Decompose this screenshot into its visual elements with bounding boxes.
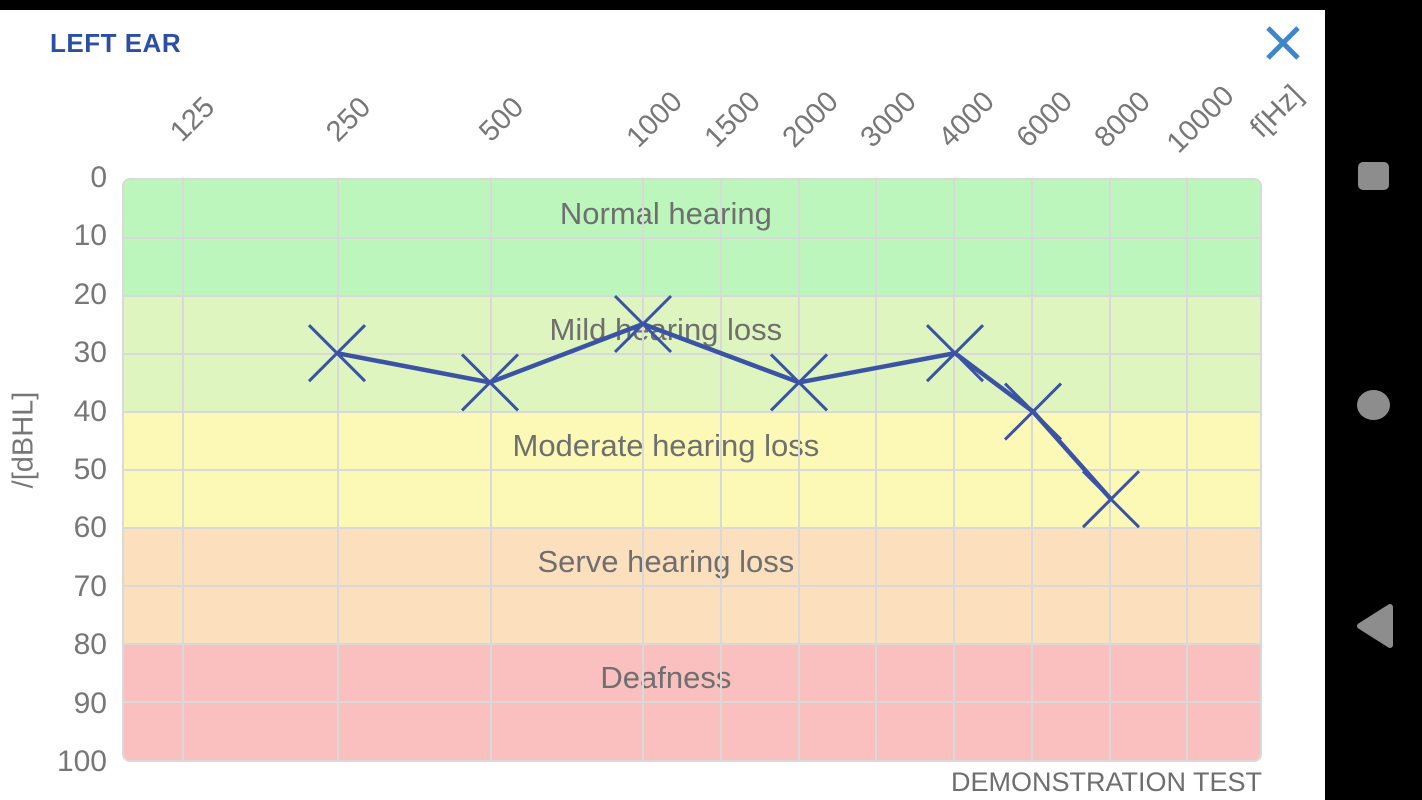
android-navigation-bar [1325, 0, 1422, 800]
zone-label: Serve hearing loss [537, 544, 795, 579]
y-tick-label: 90 [73, 686, 107, 720]
gridline-horizontal [124, 585, 1260, 587]
y-tick-label: 20 [73, 277, 107, 311]
gridline-horizontal [124, 469, 1260, 471]
y-tick-label: 30 [73, 336, 107, 370]
audiogram-plot: Normal hearing Mild hearing loss Moderate … [122, 178, 1262, 762]
x-tick-label: 10000 [1160, 79, 1241, 160]
x-tick-label: 6000 [1010, 85, 1079, 154]
close-icon[interactable] [1264, 24, 1302, 62]
gridline-horizontal [124, 527, 1260, 529]
gridline-horizontal [124, 643, 1260, 645]
x-tick-label: 8000 [1088, 85, 1157, 154]
gridline-horizontal [124, 411, 1260, 413]
recents-button[interactable] [1325, 148, 1422, 204]
back-button[interactable] [1325, 598, 1422, 654]
x-tick-label: 3000 [854, 85, 923, 154]
y-tick-label: 0 [90, 161, 107, 194]
x-tick-label: 1500 [698, 85, 767, 154]
y-tick-label: 100 [56, 745, 107, 778]
recents-square-icon [1358, 162, 1389, 190]
x-tick-label: 250 [320, 91, 378, 149]
gridline-horizontal [124, 701, 1260, 703]
back-triangle-icon [1356, 604, 1393, 648]
gridline-horizontal [124, 295, 1260, 297]
x-tick-label: 2000 [776, 85, 845, 154]
zone-label: Deafness [600, 660, 732, 695]
x-tick-label: 500 [473, 91, 531, 149]
page-title: LEFT EAR [50, 28, 182, 58]
x-tick-label: 125 [164, 91, 222, 149]
gridline-horizontal [124, 353, 1260, 355]
gridline-horizontal [124, 237, 1260, 239]
y-tick-label: 60 [73, 511, 107, 545]
x-axis-unit-label: f[Hz] [1244, 79, 1310, 145]
y-tick-label: 10 [73, 219, 107, 253]
y-tick-label: 70 [73, 569, 107, 603]
x-tick-label: 1000 [620, 85, 689, 154]
y-tick-label: 50 [73, 453, 107, 486]
zone-label: Moderate hearing loss [512, 428, 820, 463]
status-bar [0, 0, 1422, 10]
home-circle-icon [1357, 390, 1390, 420]
x-tick-label: 4000 [932, 85, 1001, 154]
demo-watermark: DEMONSTRATION TEST [950, 767, 1262, 797]
y-tick-label: 80 [73, 628, 107, 662]
home-button[interactable] [1325, 377, 1422, 433]
y-tick-label: 40 [73, 394, 107, 428]
zone-label: Mild hearing loss [549, 312, 783, 347]
y-axis-title: /[dBHL] [7, 391, 40, 489]
zone-label: Normal hearing [559, 196, 772, 231]
